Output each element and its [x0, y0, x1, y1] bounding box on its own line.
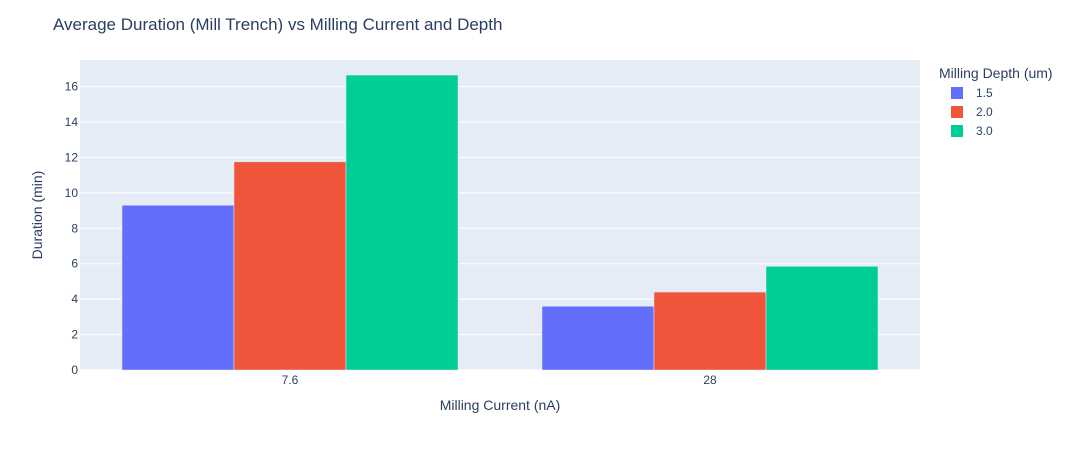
- y-tick-label: 0: [71, 363, 78, 377]
- x-tick-label: 28: [703, 373, 717, 387]
- legend-label-2.0[interactable]: 2.0: [976, 105, 993, 119]
- y-tick-label: 16: [65, 80, 79, 94]
- bar-2.0-7.6[interactable]: [233, 161, 347, 371]
- legend-swatch-1.5[interactable]: [951, 87, 963, 99]
- bar-3.0-28[interactable]: [765, 266, 879, 371]
- y-tick-label: 10: [65, 186, 79, 200]
- legend: Milling Depth (um) 1.5 2.0 3.0: [939, 65, 1053, 138]
- x-axis-title: Milling Current (nA): [440, 397, 561, 413]
- legend-title: Milling Depth (um): [939, 65, 1053, 81]
- legend-label-1.5[interactable]: 1.5: [976, 86, 993, 100]
- y-tick-label: 8: [71, 221, 78, 235]
- y-tick-label: 4: [71, 292, 78, 306]
- bar-1.5-7.6[interactable]: [121, 205, 235, 371]
- bars: [121, 74, 879, 371]
- x-axis-ticks: 7.6 28: [282, 373, 717, 387]
- bar-2.0-28[interactable]: [653, 291, 767, 371]
- bar-3.0-7.6[interactable]: [345, 74, 459, 371]
- y-axis-ticks: 0 2 4 6 8 10 12 14 16: [65, 80, 79, 377]
- y-tick-label: 12: [65, 150, 79, 164]
- y-tick-label: 6: [71, 257, 78, 271]
- legend-label-3.0[interactable]: 3.0: [976, 124, 993, 138]
- legend-swatch-3.0[interactable]: [951, 125, 963, 137]
- x-tick-label: 7.6: [282, 373, 299, 387]
- legend-swatch-2.0[interactable]: [951, 106, 963, 118]
- y-tick-label: 2: [71, 328, 78, 342]
- bar-1.5-28[interactable]: [541, 305, 655, 371]
- y-tick-label: 14: [65, 115, 79, 129]
- y-axis-title: Duration (min): [29, 171, 45, 260]
- chart-title: Average Duration (Mill Trench) vs Millin…: [53, 15, 502, 34]
